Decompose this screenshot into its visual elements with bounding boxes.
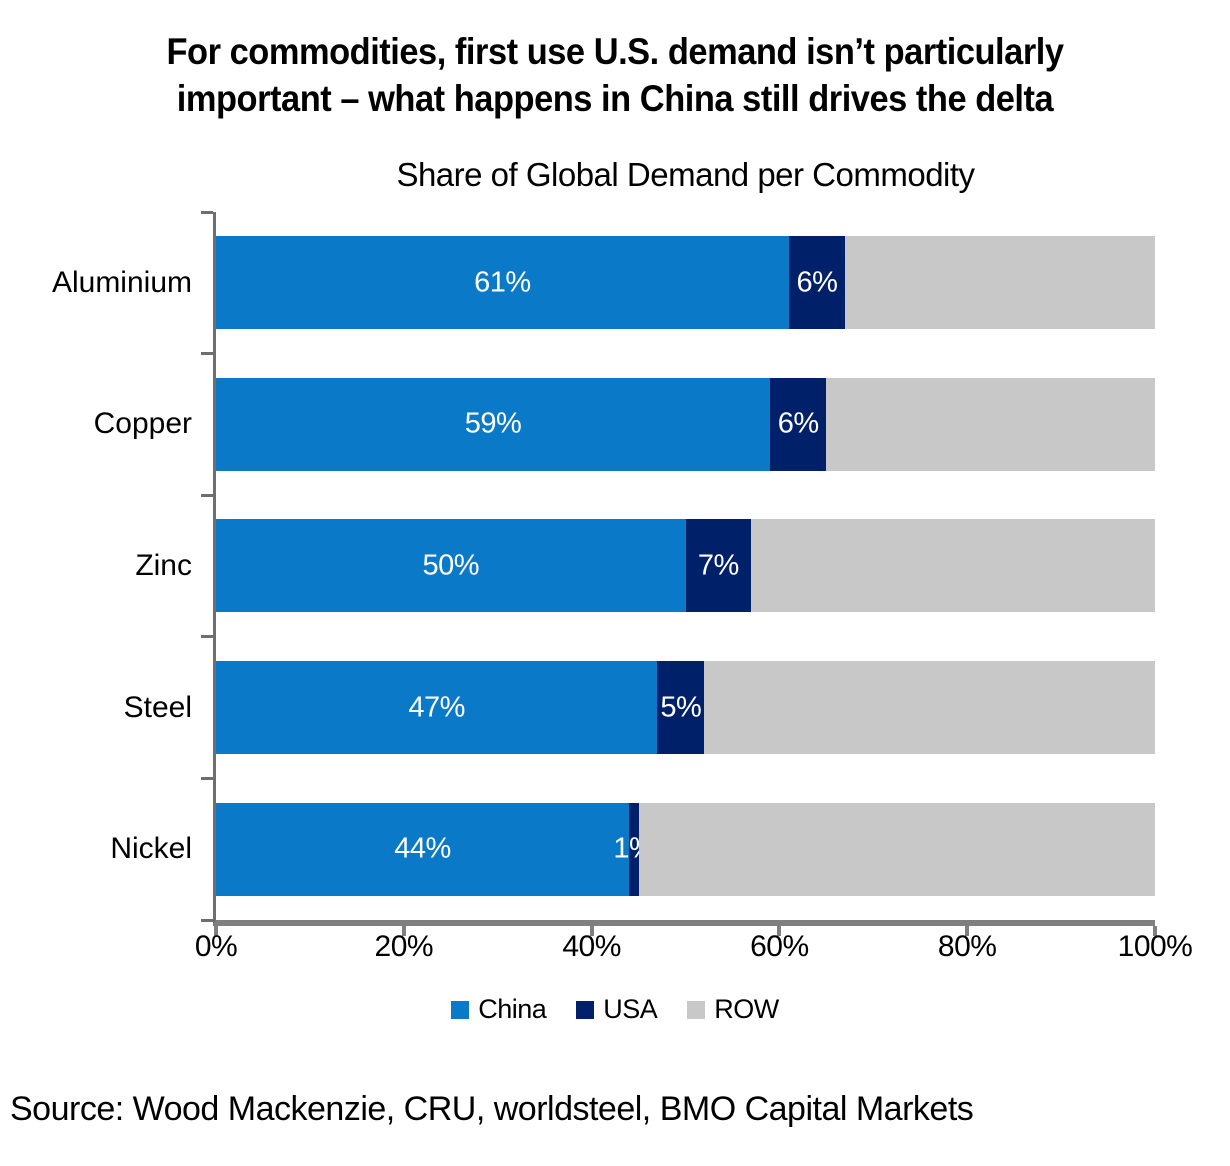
stacked-bar-copper: 59% 6% — [216, 377, 1155, 471]
y-axis-tick — [201, 352, 213, 356]
x-axis-tick — [777, 926, 782, 936]
stacked-bar-aluminium: 61% 6% — [216, 236, 1155, 330]
y-axis-tick — [201, 918, 213, 922]
y-axis-tick — [201, 635, 213, 639]
segment-china: 50% — [216, 519, 686, 613]
segment-china: 61% — [216, 236, 789, 330]
segment-row — [751, 519, 1155, 613]
segment-usa: 6% — [770, 377, 827, 471]
x-axis-tick — [965, 926, 970, 936]
x-axis-tick-label: 0% — [194, 930, 238, 963]
segment-usa: 6% — [788, 236, 846, 330]
x-axis-tick-labels: 0% 20% 40% 60% 80% 100% — [195, 930, 1193, 972]
segment-china: 47% — [216, 661, 658, 755]
bar-row-zinc: 50% 7% — [216, 495, 1155, 637]
category-label-steel: Steel — [123, 690, 192, 724]
legend-item-china: China — [451, 994, 547, 1025]
segment-row — [638, 802, 1155, 896]
legend-swatch-usa — [576, 1000, 595, 1019]
y-axis-tick — [201, 493, 213, 497]
x-axis-tick-label: 40% — [562, 930, 621, 963]
legend-item-row: ROW — [687, 994, 779, 1025]
category-label-aluminium: Aluminium — [51, 265, 192, 299]
x-axis-tick-label: 100% — [1117, 930, 1193, 963]
x-axis-tick — [1153, 926, 1157, 936]
segment-value-label: 44% — [394, 832, 451, 865]
segment-usa: 5% — [657, 661, 705, 755]
segment-value-label: 7% — [697, 549, 739, 582]
x-axis-tick — [589, 926, 594, 936]
segment-value-label: 61% — [474, 266, 531, 299]
legend-swatch-china — [451, 1000, 470, 1019]
bar-row-copper: 59% 6% — [216, 354, 1155, 496]
segment-usa: 7% — [685, 519, 752, 613]
x-axis-tick-label: 20% — [374, 930, 434, 963]
legend-swatch-row — [687, 1000, 706, 1019]
segment-china: 59% — [216, 377, 770, 471]
segment-value-label: 59% — [464, 407, 522, 440]
segment-usa: 1% — [613, 802, 655, 896]
segment-value-label: 5% — [660, 691, 702, 724]
bar-row-aluminium: 61% 6% — [216, 212, 1155, 354]
x-axis-tick — [214, 926, 218, 936]
headline-line-2: important – what happens in China still … — [176, 78, 1054, 120]
category-label-copper: Copper — [93, 407, 192, 441]
legend-label: USA — [603, 994, 658, 1024]
y-axis-tick — [201, 776, 213, 780]
category-label-nickel: Nickel — [110, 832, 192, 866]
legend-label: ROW — [714, 994, 779, 1024]
legend-item-usa: USA — [576, 994, 658, 1025]
chart-legend: China USA ROW — [0, 994, 1230, 1025]
segment-row — [704, 661, 1155, 755]
category-label-zinc: Zinc — [135, 548, 192, 582]
x-axis-tick — [401, 926, 406, 936]
source-note: Source: Wood Mackenzie, CRU, worldsteel,… — [10, 1090, 974, 1128]
stacked-bar-steel: 47% 5% — [216, 661, 1155, 755]
x-axis-tick-label: 80% — [937, 930, 997, 963]
segment-row — [845, 236, 1155, 330]
stacked-bar-plot-area: 61% 6% 59% 6% 50% 7% 47% 5% 44% 1% — [201, 210, 1157, 936]
category-axis-labels: Aluminium Copper Zinc Steel Nickel — [0, 212, 192, 920]
segment-value-label: 6% — [796, 266, 838, 299]
chart-title: Share of Global Demand per Commodity — [396, 156, 975, 193]
stacked-bar-nickel: 44% 1% — [216, 802, 1155, 896]
x-axis-tick-label: 60% — [750, 930, 809, 963]
bar-row-nickel: 44% 1% — [216, 778, 1155, 920]
segment-value-label: 50% — [422, 549, 480, 582]
segment-row — [826, 377, 1155, 471]
headline-line-1: For commodities, first use U.S. demand i… — [166, 31, 1064, 72]
segment-china: 44% — [216, 802, 630, 896]
segment-value-label: 6% — [777, 407, 819, 440]
headline: For commodities, first use U.S. demand i… — [43, 28, 1187, 123]
y-axis-tick — [201, 210, 213, 214]
stacked-bar-zinc: 50% 7% — [216, 519, 1155, 613]
legend-label: China — [478, 994, 547, 1024]
bar-row-steel: 47% 5% — [216, 637, 1155, 779]
segment-value-label: 47% — [408, 691, 465, 724]
